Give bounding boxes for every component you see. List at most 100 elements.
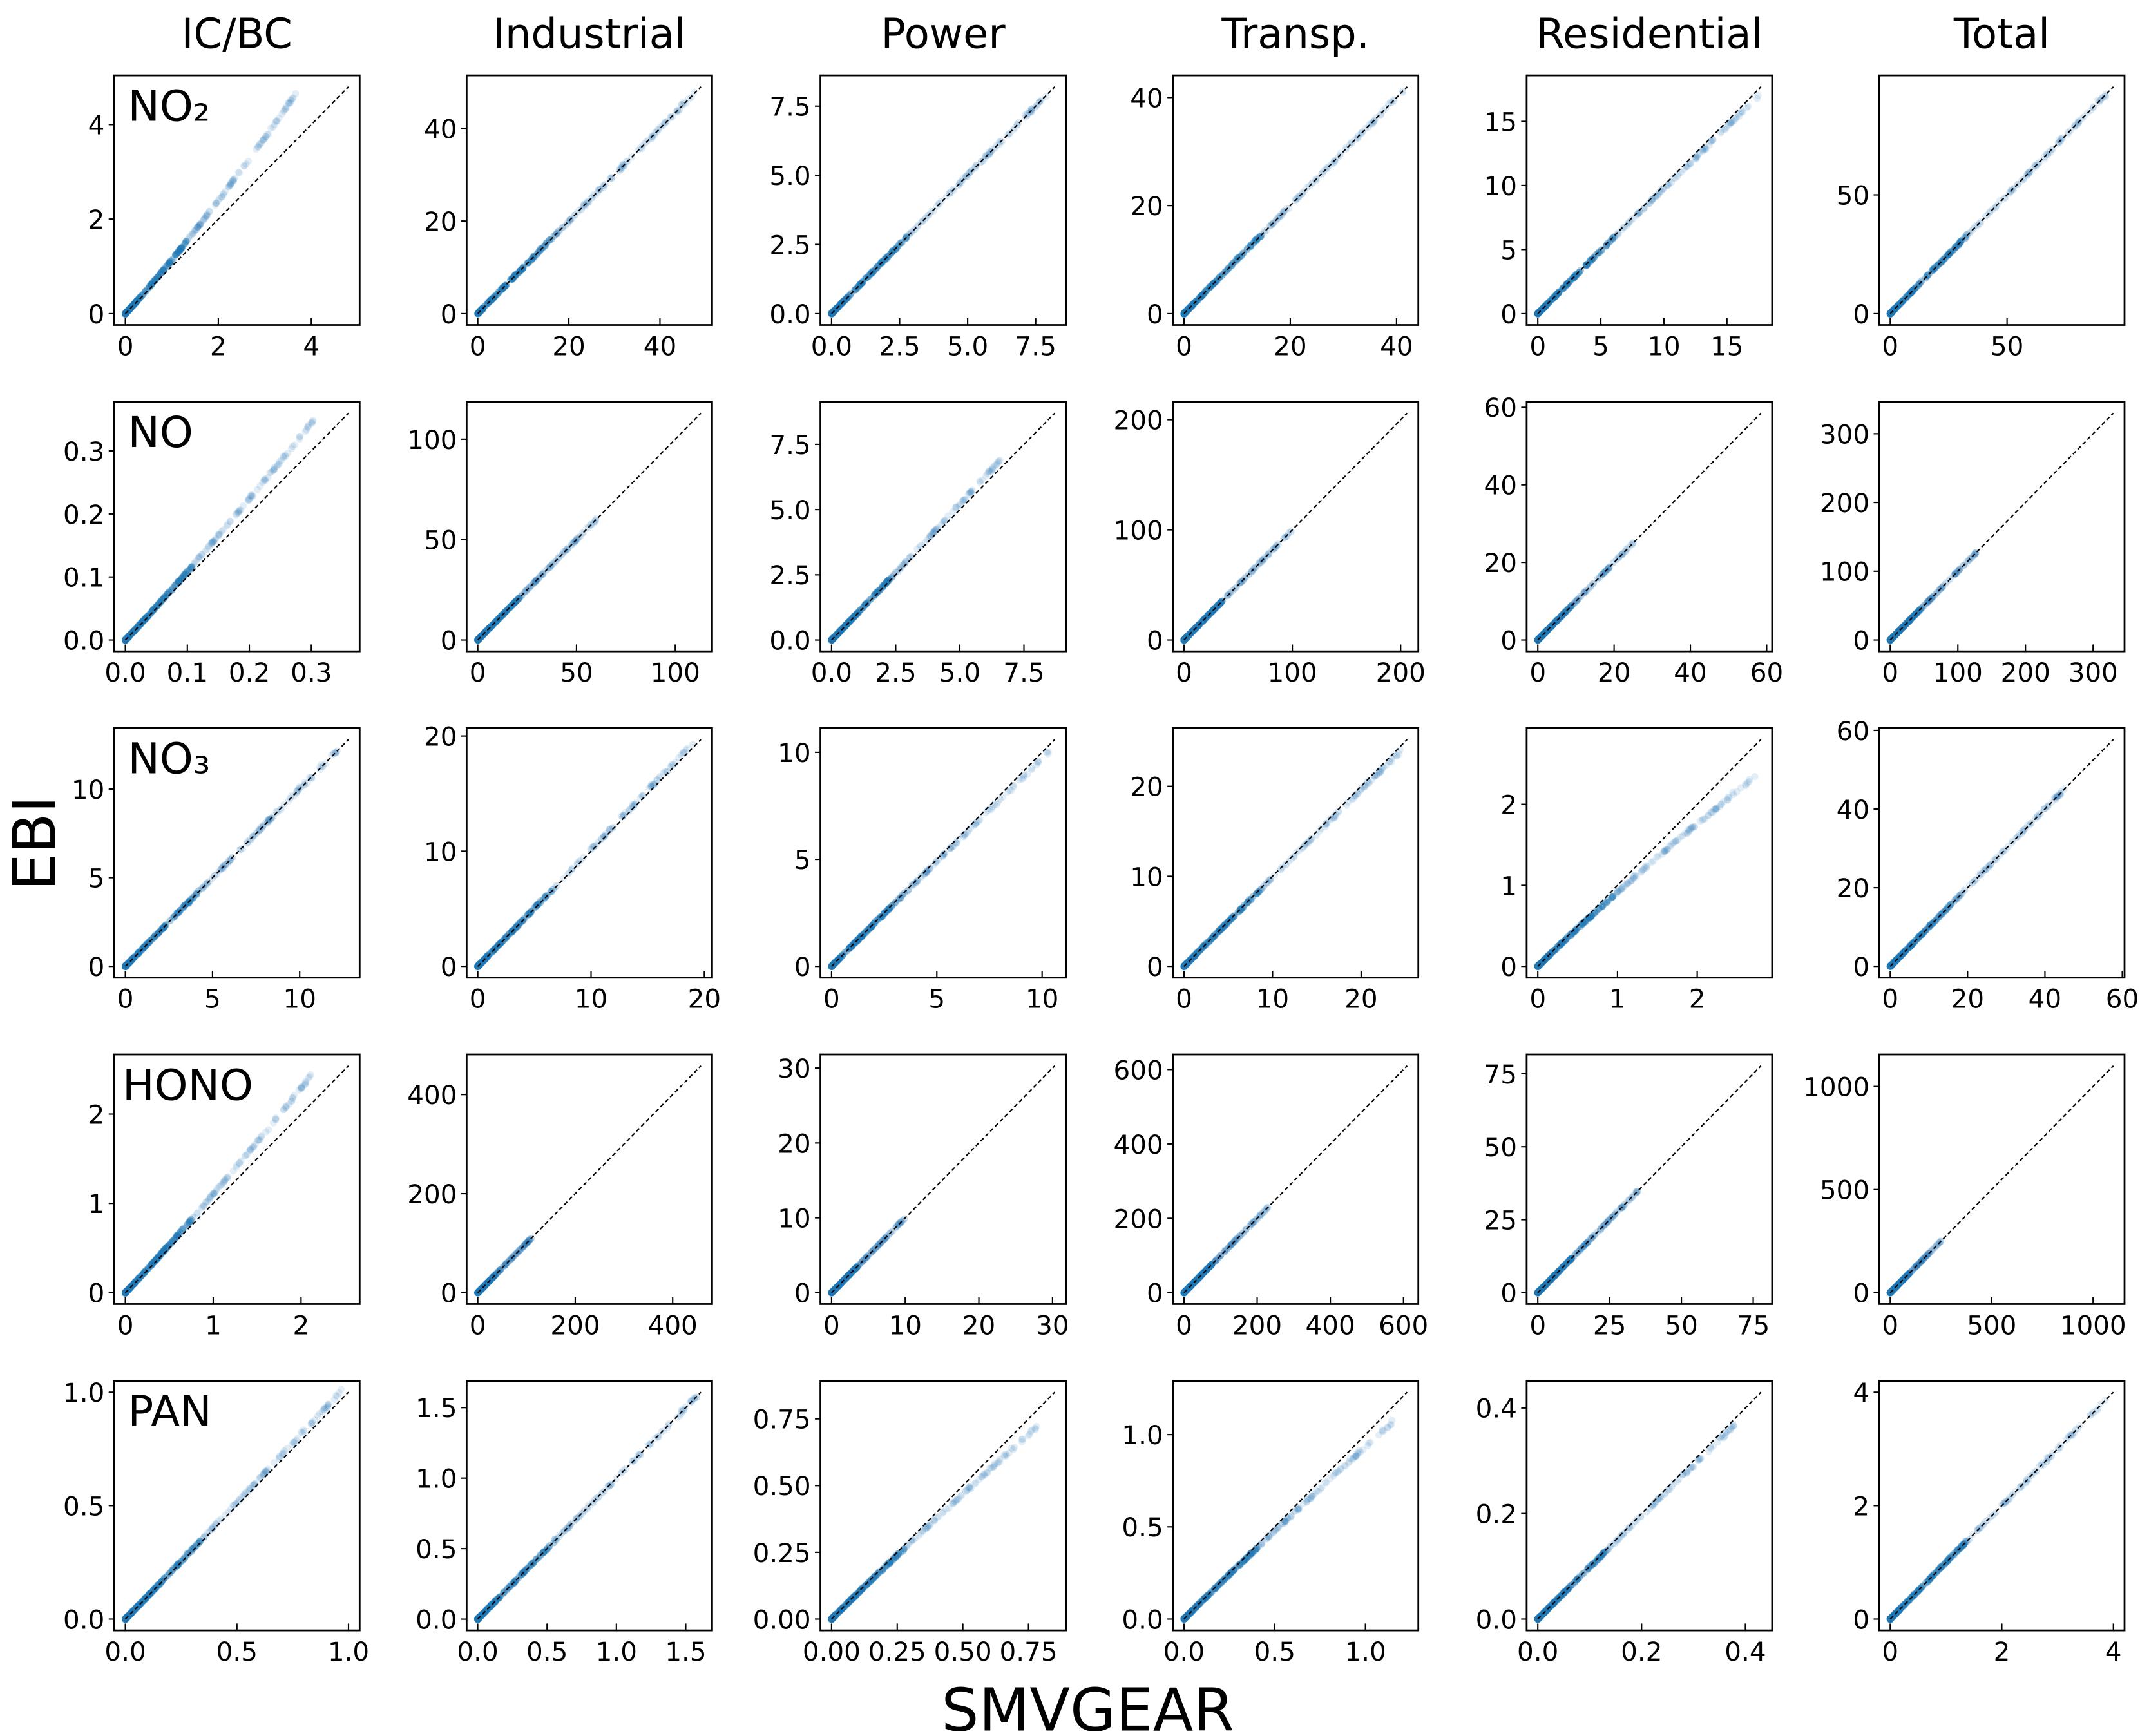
data-point [1583,261,1591,269]
data-point [1664,182,1672,189]
data-point [1369,119,1377,127]
data-point [160,265,169,272]
y-tick-label: 0 [1853,625,1869,656]
data-point [186,899,193,906]
data-point [580,201,588,209]
data-point [152,275,160,283]
data-point [1342,144,1350,151]
data-point [176,246,184,254]
data-point [227,180,235,188]
data-point [137,293,144,301]
data-point [259,136,267,144]
x-tick-label: 2 [1689,984,1706,1015]
x-tick-label: 200 [2001,657,2050,688]
y-tick-label: 0 [1500,299,1517,330]
data-point [133,297,140,305]
x-tick-label: 40 [2029,984,2061,1015]
data-point [1731,117,1739,124]
x-tick-label: 20 [1598,657,1630,688]
data-point [220,189,227,197]
y-tick-label: 0 [441,299,457,330]
data-point [1587,913,1594,921]
data-point [289,95,296,102]
data-point [661,118,669,126]
data-point [995,457,1003,465]
data-point [171,251,179,259]
data-point [176,245,184,253]
data-point [216,195,224,202]
data-point [647,782,655,790]
x-tick-label: 20 [688,984,721,1015]
data-point [1648,196,1656,204]
column-title: Residential [1536,11,1763,59]
data-point [230,176,238,184]
data-point [976,816,984,823]
x-tick-label: 20 [1951,984,1984,1015]
y-tick-label: 5.0 [769,160,810,191]
y-tick-label: 50 [1837,180,1869,211]
data-point [868,267,876,275]
data-point [184,234,192,242]
data-point [979,476,986,484]
x-tick-label: 10 [1647,330,1680,361]
data-point [242,160,250,168]
data-point [1330,159,1337,167]
data-point [996,796,1004,803]
data-point [1642,862,1650,870]
data-point [176,246,184,254]
data-point [198,551,205,558]
data-point [263,131,271,138]
y-tick-label: 4 [88,110,105,140]
data-point [195,222,203,229]
y-tick-label: 10 [424,836,457,867]
data-point [1634,210,1641,218]
data-point [281,106,289,114]
data-point [202,213,209,220]
data-point [275,114,283,122]
data-point [283,102,291,110]
y-tick-label: 0 [1500,951,1517,982]
data-point [968,486,976,494]
data-point [883,255,890,263]
y-tick-label: 100 [1114,515,1163,546]
y-tick-label: 2 [1500,790,1517,821]
data-point [619,160,627,168]
data-point [203,212,211,220]
data-point [903,233,910,240]
data-point [680,98,688,106]
data-point [166,259,173,267]
data-point [272,808,280,816]
data-point [146,282,154,291]
x-tick-label: 20 [1344,984,1377,1015]
data-point [166,259,173,267]
data-point [1603,241,1610,249]
data-point [1347,138,1355,146]
data-point [213,199,220,207]
data-point [229,176,237,184]
data-point [231,175,239,182]
data-point [205,207,213,215]
data-point [240,162,248,170]
x-tick-label: 0 [1882,984,1898,1015]
data-point [158,269,166,276]
data-point [1614,230,1622,238]
data-point [1312,176,1320,184]
data-point [137,293,144,301]
data-point [182,238,190,245]
data-point [618,161,626,169]
data-point [148,280,155,288]
x-tick-label: 7.5 [1003,657,1044,688]
data-point [177,576,184,584]
x-tick-label: 40 [1674,657,1706,688]
data-point [148,280,155,288]
data-point [858,933,866,940]
data-point [964,173,971,180]
data-point [258,139,265,147]
data-point [178,244,186,252]
data-point [648,135,656,142]
y-tick-label: 0.2 [63,499,104,530]
y-tick-label: 2 [88,204,105,235]
data-point [178,244,186,252]
